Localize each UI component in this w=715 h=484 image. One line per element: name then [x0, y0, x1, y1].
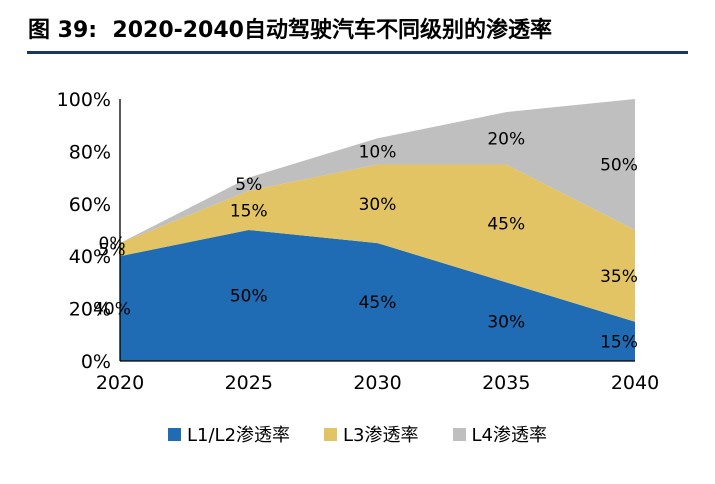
y-tick-label-60: 60% — [69, 194, 111, 216]
data-label-l4-2020: 0% — [99, 234, 126, 254]
x-tick-label-2035: 2035 — [482, 372, 530, 394]
data-label-l1-l2-2020: 40% — [93, 300, 131, 320]
legend-swatch-l4-icon — [452, 427, 466, 441]
chart-legend: L1/L2渗透率 L3渗透率 L4渗透率 — [0, 421, 715, 447]
data-label-l3-2035: 45% — [487, 214, 525, 234]
data-label-l3-2030: 30% — [359, 195, 397, 215]
figure-header: 图 39: 2020-2040自动驾驶汽车不同级别的渗透率 — [27, 10, 688, 54]
x-tick-label-2030: 2030 — [353, 372, 401, 394]
y-tick-label-0: 0% — [81, 351, 111, 373]
data-label-l1-l2-2025: 50% — [230, 287, 268, 307]
stacked-area-chart: 0%20%40%60%80%100%2020 2025 2030 2035 204040… — [57, 89, 660, 394]
data-label-l1-l2-2035: 30% — [487, 313, 525, 333]
data-label-l1-l2-2040: 15% — [600, 332, 638, 352]
legend-item-l1-l2: L1/L2渗透率 — [168, 421, 290, 447]
y-tick-label-40: 40% — [69, 246, 111, 268]
area-l3 — [120, 164, 635, 322]
data-label-l3-2020: 5% — [99, 241, 126, 261]
data-label-l4-2025: 5% — [235, 175, 262, 195]
x-tick-label-2025: 2025 — [225, 372, 273, 394]
y-tick-label-100: 100% — [57, 89, 111, 111]
data-label-l4-2040: 50% — [600, 156, 638, 176]
legend-label-l3: L3渗透率 — [343, 425, 419, 446]
x-tick-label-2020: 2020 — [96, 372, 144, 394]
legend-label-l1-l2: L1/L2渗透率 — [187, 425, 291, 446]
chart-title: 图 39: 2020-2040自动驾驶汽车不同级别的渗透率 — [28, 18, 552, 43]
area-l1-l2 — [120, 230, 635, 361]
data-label-l4-2030: 10% — [359, 142, 397, 162]
legend-swatch-l3-icon — [324, 427, 338, 441]
data-label-l3-2025: 15% — [230, 201, 268, 221]
y-tick-label-80: 80% — [69, 141, 111, 163]
penetration-chart: 0% 20% 40% 60% 80% 100% 2020 2025 2030 2035 2040 40… — [0, 64, 715, 409]
data-label-l3-2040: 35% — [600, 267, 638, 287]
x-tick-label-2040: 2040 — [611, 372, 659, 394]
legend-swatch-l1-l2-icon — [168, 427, 181, 441]
data-label-l4-2035: 20% — [487, 129, 525, 149]
data-label-l1-l2-2030: 45% — [359, 293, 397, 313]
area-l4 — [120, 99, 635, 244]
legend-item-l4: L4渗透率 — [452, 421, 547, 447]
legend-label-l4: L4渗透率 — [471, 425, 547, 446]
y-tick-label-20: 20% — [69, 299, 111, 321]
legend-item-l3: L3渗透率 — [324, 421, 419, 447]
